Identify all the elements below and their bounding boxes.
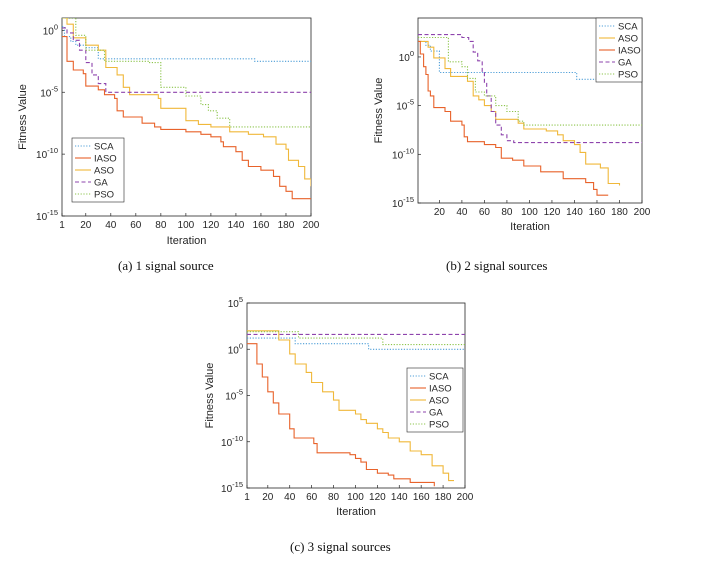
x-tick-label: 40 bbox=[284, 492, 296, 503]
series-line-sca bbox=[247, 337, 465, 350]
x-axis-label: Iteration bbox=[336, 506, 376, 518]
legend-label-ga: GA bbox=[618, 58, 632, 69]
y-axis-label: Fitness Value bbox=[373, 78, 385, 144]
legend-label-aso: ASO bbox=[429, 396, 449, 407]
y-tick-label: 10-5 bbox=[225, 388, 243, 403]
x-tick-label: 120 bbox=[203, 220, 220, 231]
y-tick-label: 10-15 bbox=[221, 480, 243, 495]
x-tick-label: 60 bbox=[130, 220, 142, 231]
x-tick-label: 160 bbox=[589, 207, 606, 218]
series-line-pso bbox=[418, 36, 642, 126]
x-tick-label: 80 bbox=[501, 207, 513, 218]
x-tick-label: 80 bbox=[155, 220, 167, 231]
legend-label-ga: GA bbox=[429, 408, 443, 419]
x-tick-label: 200 bbox=[303, 220, 320, 231]
legend-label-sca: SCA bbox=[618, 22, 638, 33]
x-tick-label: 140 bbox=[566, 207, 583, 218]
chart-2-signal-sources: 20 40 60 80 100 120 140 160 180 200 100 10-5 10-10 10… bbox=[373, 17, 651, 233]
x-tick-label: 160 bbox=[253, 220, 270, 231]
chart-3-signal-sources: 1 20 40 60 80 100 120 140 160 180 20010510010-510-… bbox=[204, 295, 474, 518]
legend-label-ga: GA bbox=[94, 178, 108, 189]
legend-label-aso: ASO bbox=[618, 34, 638, 45]
series-line-ga bbox=[62, 27, 311, 93]
y-tick-label: 10-15 bbox=[36, 208, 58, 223]
x-tick-label: 1 bbox=[59, 220, 65, 231]
x-tick-label: 140 bbox=[391, 492, 408, 503]
x-tick-label: 40 bbox=[105, 220, 117, 231]
y-tick-label: 100 bbox=[228, 341, 243, 356]
x-tick-label: 20 bbox=[434, 207, 446, 218]
y-axis-label: Fitness Value bbox=[17, 84, 29, 150]
series-line-sca bbox=[418, 40, 642, 80]
x-tick-label: 100 bbox=[347, 492, 364, 503]
x-tick-label: 180 bbox=[435, 492, 452, 503]
chart-1-signal-source: 1 20 40 60 80 100 120 140 160 180 20010010-510-101… bbox=[17, 17, 320, 247]
legend-label-iaso: IASO bbox=[94, 154, 117, 165]
y-tick-label: 100 bbox=[43, 22, 58, 37]
caption-a: (a) 1 signal source bbox=[118, 258, 214, 273]
x-tick-label: 180 bbox=[611, 207, 628, 218]
y-tick-label: 10-15 bbox=[392, 195, 414, 210]
x-axis-label: Iteration bbox=[167, 235, 207, 247]
legend-label-pso: PSO bbox=[429, 420, 449, 431]
y-axis-label: Fitness Value bbox=[204, 363, 216, 429]
series-line-pso bbox=[247, 331, 465, 346]
x-tick-label: 200 bbox=[457, 492, 474, 503]
x-tick-label: 80 bbox=[328, 492, 340, 503]
legend-label-iaso: IASO bbox=[429, 384, 452, 395]
x-tick-label: 20 bbox=[80, 220, 92, 231]
x-tick-label: 160 bbox=[413, 492, 430, 503]
series-line-aso bbox=[62, 18, 311, 187]
y-tick-label: 10-5 bbox=[40, 84, 58, 99]
legend-label-sca: SCA bbox=[429, 372, 449, 383]
legend-label-pso: PSO bbox=[94, 190, 114, 201]
legend-label-pso: PSO bbox=[618, 70, 638, 81]
y-tick-label: 100 bbox=[399, 49, 414, 64]
series-line-aso bbox=[247, 330, 454, 482]
x-tick-label: 60 bbox=[479, 207, 491, 218]
legend-label-iaso: IASO bbox=[618, 46, 641, 57]
x-tick-label: 60 bbox=[306, 492, 318, 503]
legend-label-sca: SCA bbox=[94, 142, 114, 153]
x-tick-label: 1 bbox=[244, 492, 250, 503]
x-tick-label: 100 bbox=[521, 207, 538, 218]
x-tick-label: 180 bbox=[278, 220, 295, 231]
y-tick-label: 10-10 bbox=[392, 146, 414, 161]
y-tick-label: 10-10 bbox=[36, 146, 58, 161]
series-line-iaso bbox=[62, 36, 311, 200]
x-tick-label: 120 bbox=[544, 207, 561, 218]
y-tick-label: 105 bbox=[228, 295, 243, 310]
y-tick-label: 10-5 bbox=[396, 98, 414, 113]
x-tick-label: 40 bbox=[456, 207, 468, 218]
legend-label-aso: ASO bbox=[94, 166, 114, 177]
series-line-iaso bbox=[247, 343, 435, 487]
caption-c: (c) 3 signal sources bbox=[290, 539, 391, 554]
y-tick-label: 10-10 bbox=[221, 434, 243, 449]
caption-b: (b) 2 signal sources bbox=[446, 258, 548, 273]
x-tick-label: 100 bbox=[178, 220, 195, 231]
x-tick-label: 140 bbox=[228, 220, 245, 231]
x-tick-label: 120 bbox=[369, 492, 386, 503]
series-line-pso bbox=[62, 18, 311, 128]
x-axis-label: Iteration bbox=[510, 221, 550, 233]
series-line-ga bbox=[418, 34, 642, 144]
x-tick-label: 20 bbox=[262, 492, 274, 503]
x-tick-label: 200 bbox=[634, 207, 651, 218]
series-line-iaso bbox=[418, 40, 609, 196]
